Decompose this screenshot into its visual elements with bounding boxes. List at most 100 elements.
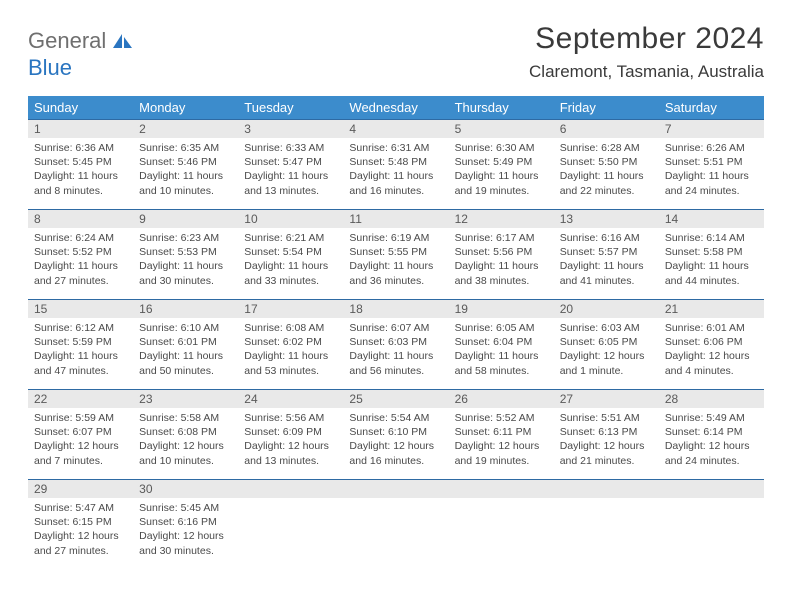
sunrise-text: Sunrise: 6:03 AM [560,321,653,335]
daylight-text-2: and 7 minutes. [34,454,127,468]
day-body: Sunrise: 6:36 AMSunset: 5:45 PMDaylight:… [28,138,133,204]
sunset-text: Sunset: 6:02 PM [244,335,337,349]
day-number: 14 [659,209,764,228]
daylight-text-2: and 13 minutes. [244,184,337,198]
daylight-text-2: and 24 minutes. [665,454,758,468]
calendar-day-cell: 5Sunrise: 6:30 AMSunset: 5:49 PMDaylight… [449,119,554,209]
calendar-day-cell: 3Sunrise: 6:33 AMSunset: 5:47 PMDaylight… [238,119,343,209]
sunset-text: Sunset: 6:07 PM [34,425,127,439]
sunrise-text: Sunrise: 5:45 AM [139,501,232,515]
sunset-text: Sunset: 5:56 PM [455,245,548,259]
calendar-day-cell: 28Sunrise: 5:49 AMSunset: 6:14 PMDayligh… [659,389,764,479]
sunrise-text: Sunrise: 6:24 AM [34,231,127,245]
sunset-text: Sunset: 6:06 PM [665,335,758,349]
daylight-text-2: and 4 minutes. [665,364,758,378]
calendar-day-cell: 7Sunrise: 6:26 AMSunset: 5:51 PMDaylight… [659,119,764,209]
calendar-day-cell: 6Sunrise: 6:28 AMSunset: 5:50 PMDaylight… [554,119,659,209]
day-body [554,498,659,521]
sunrise-text: Sunrise: 5:59 AM [34,411,127,425]
calendar-header-row: SundayMondayTuesdayWednesdayThursdayFrid… [28,96,764,119]
sunrise-text: Sunrise: 6:10 AM [139,321,232,335]
calendar-week-row: 29Sunrise: 5:47 AMSunset: 6:15 PMDayligh… [28,479,764,569]
day-body: Sunrise: 6:08 AMSunset: 6:02 PMDaylight:… [238,318,343,384]
calendar-day-cell: 26Sunrise: 5:52 AMSunset: 6:11 PMDayligh… [449,389,554,479]
daylight-text-2: and 24 minutes. [665,184,758,198]
calendar-day-cell: 29Sunrise: 5:47 AMSunset: 6:15 PMDayligh… [28,479,133,569]
calendar-day-cell: 22Sunrise: 5:59 AMSunset: 6:07 PMDayligh… [28,389,133,479]
daylight-text-1: Daylight: 11 hours [455,349,548,363]
dow-header: Tuesday [238,96,343,119]
daylight-text-2: and 47 minutes. [34,364,127,378]
sunrise-text: Sunrise: 6:14 AM [665,231,758,245]
daylight-text-2: and 19 minutes. [455,454,548,468]
daylight-text-1: Daylight: 12 hours [34,529,127,543]
daylight-text-1: Daylight: 12 hours [560,349,653,363]
day-body: Sunrise: 6:33 AMSunset: 5:47 PMDaylight:… [238,138,343,204]
daylight-text-2: and 8 minutes. [34,184,127,198]
calendar-day-cell: 12Sunrise: 6:17 AMSunset: 5:56 PMDayligh… [449,209,554,299]
day-body: Sunrise: 6:30 AMSunset: 5:49 PMDaylight:… [449,138,554,204]
sunrise-text: Sunrise: 6:17 AM [455,231,548,245]
daylight-text-2: and 41 minutes. [560,274,653,288]
sunset-text: Sunset: 6:11 PM [455,425,548,439]
day-body: Sunrise: 5:47 AMSunset: 6:15 PMDaylight:… [28,498,133,564]
daylight-text-1: Daylight: 11 hours [455,169,548,183]
day-body: Sunrise: 5:49 AMSunset: 6:14 PMDaylight:… [659,408,764,474]
calendar-week-row: 1Sunrise: 6:36 AMSunset: 5:45 PMDaylight… [28,119,764,209]
daylight-text-2: and 10 minutes. [139,454,232,468]
sunset-text: Sunset: 6:01 PM [139,335,232,349]
daylight-text-1: Daylight: 12 hours [665,349,758,363]
sunset-text: Sunset: 5:49 PM [455,155,548,169]
day-body: Sunrise: 6:31 AMSunset: 5:48 PMDaylight:… [343,138,448,204]
sunset-text: Sunset: 5:50 PM [560,155,653,169]
daylight-text-1: Daylight: 11 hours [244,349,337,363]
daylight-text-2: and 22 minutes. [560,184,653,198]
sunset-text: Sunset: 6:08 PM [139,425,232,439]
calendar-day-cell [449,479,554,569]
day-number: 15 [28,299,133,318]
calendar-day-cell [659,479,764,569]
daylight-text-2: and 16 minutes. [349,184,442,198]
daylight-text-1: Daylight: 11 hours [139,349,232,363]
day-number: 30 [133,479,238,498]
sunrise-text: Sunrise: 6:16 AM [560,231,653,245]
sunset-text: Sunset: 5:51 PM [665,155,758,169]
calendar-day-cell: 16Sunrise: 6:10 AMSunset: 6:01 PMDayligh… [133,299,238,389]
sunrise-text: Sunrise: 5:49 AM [665,411,758,425]
day-body: Sunrise: 6:23 AMSunset: 5:53 PMDaylight:… [133,228,238,294]
day-body: Sunrise: 6:01 AMSunset: 6:06 PMDaylight:… [659,318,764,384]
day-number: 17 [238,299,343,318]
logo-word-1: General [28,28,106,53]
calendar-week-row: 15Sunrise: 6:12 AMSunset: 5:59 PMDayligh… [28,299,764,389]
day-number: 4 [343,119,448,138]
calendar-day-cell: 8Sunrise: 6:24 AMSunset: 5:52 PMDaylight… [28,209,133,299]
daylight-text-1: Daylight: 11 hours [560,169,653,183]
calendar-day-cell: 14Sunrise: 6:14 AMSunset: 5:58 PMDayligh… [659,209,764,299]
day-number: 29 [28,479,133,498]
sunrise-text: Sunrise: 6:36 AM [34,141,127,155]
sunset-text: Sunset: 6:16 PM [139,515,232,529]
dow-header: Friday [554,96,659,119]
day-number: 22 [28,389,133,408]
daylight-text-1: Daylight: 11 hours [34,349,127,363]
calendar-day-cell [554,479,659,569]
calendar-day-cell: 11Sunrise: 6:19 AMSunset: 5:55 PMDayligh… [343,209,448,299]
day-body: Sunrise: 6:03 AMSunset: 6:05 PMDaylight:… [554,318,659,384]
daylight-text-2: and 36 minutes. [349,274,442,288]
daylight-text-2: and 58 minutes. [455,364,548,378]
calendar-day-cell: 19Sunrise: 6:05 AMSunset: 6:04 PMDayligh… [449,299,554,389]
day-number: 7 [659,119,764,138]
sunset-text: Sunset: 5:55 PM [349,245,442,259]
sunset-text: Sunset: 6:13 PM [560,425,653,439]
day-number: 1 [28,119,133,138]
day-number [554,479,659,498]
calendar-week-row: 22 Sunrise: 5:59 AMSunset: 6:07 PM Dayligh… [28,389,764,479]
daylight-text-1: Daylight: 11 hours [34,169,127,183]
daylight-text-1: Daylight: 11 hours [665,169,758,183]
daylight-text-1: Daylight: 12 hours [349,439,442,453]
sunset-text: Sunset: 6:03 PM [349,335,442,349]
daylight-text-2: and 10 minutes. [139,184,232,198]
daylight-text-2: and 13 minutes. [244,454,337,468]
day-number: 23 [133,389,238,408]
calendar-day-cell [238,479,343,569]
